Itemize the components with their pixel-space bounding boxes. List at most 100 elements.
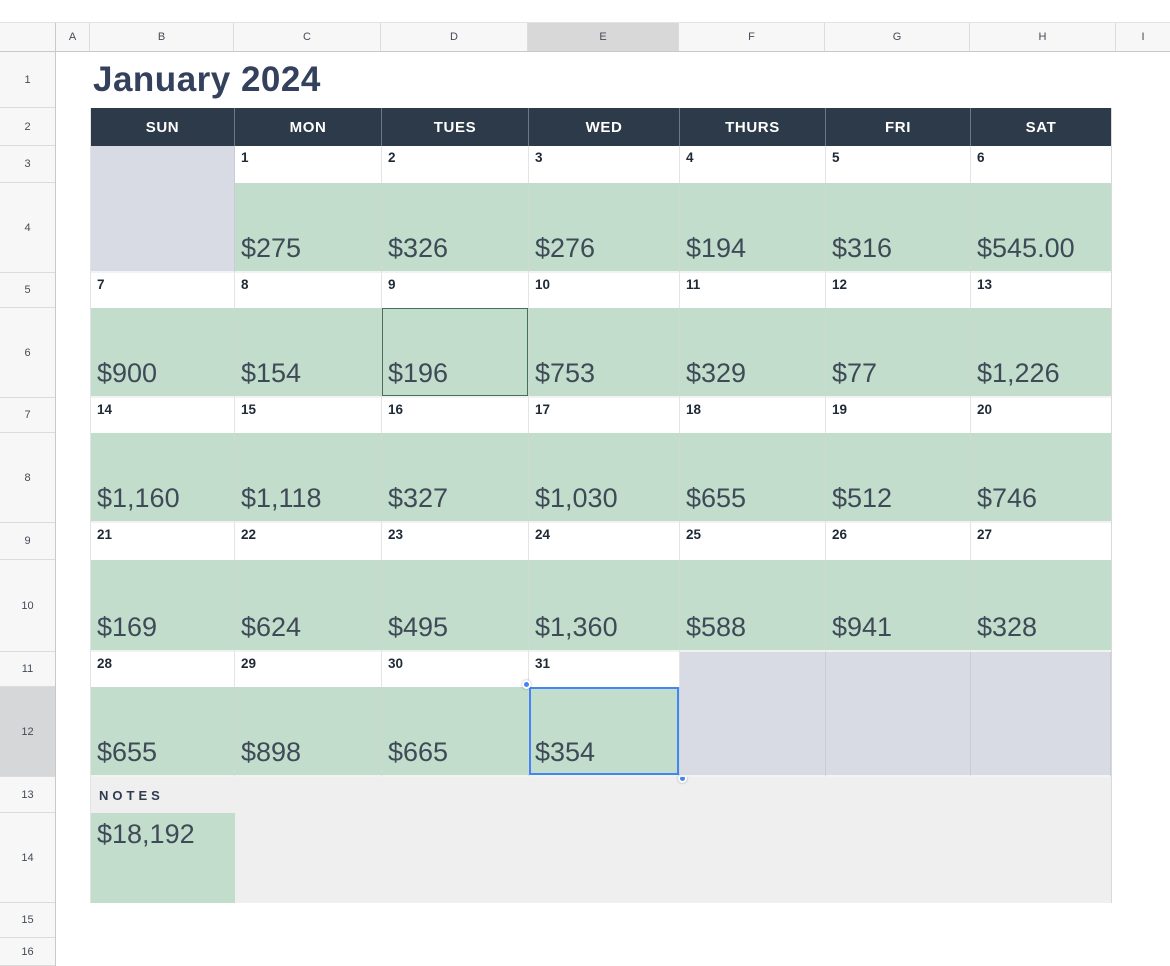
calendar-day-number[interactable]: 12 [826, 273, 971, 308]
row-header-6[interactable]: 6 [0, 308, 55, 398]
calendar-day-value[interactable]: $169 [91, 560, 235, 652]
row-header-12[interactable]: 12 [0, 687, 55, 777]
calendar-empty-cell[interactable] [91, 146, 235, 183]
calendar-empty-cell[interactable] [826, 652, 971, 687]
calendar-day-number[interactable]: 10 [529, 273, 680, 308]
calendar-day-number[interactable]: 21 [91, 523, 235, 560]
calendar-day-value[interactable]: $329 [680, 308, 826, 398]
calendar-day-value[interactable]: $1,160 [91, 433, 235, 523]
calendar-empty-cell[interactable] [826, 687, 971, 777]
calendar-day-number[interactable]: 15 [235, 398, 382, 433]
month-title[interactable]: January 2024 [93, 60, 321, 99]
calendar-day-value[interactable]: $327 [382, 433, 529, 523]
calendar-day-number[interactable]: 5 [826, 146, 971, 183]
column-header-I[interactable]: I [1141, 31, 1145, 43]
calendar-day-value[interactable]: $655 [91, 687, 235, 777]
notes-row[interactable]: NOTES [91, 777, 1111, 813]
row-header-11[interactable]: 11 [0, 652, 55, 687]
row-header-2[interactable]: 2 [0, 108, 55, 146]
column-header-E[interactable]: E [528, 23, 679, 51]
row-header-1[interactable]: 1 [0, 52, 55, 108]
row-header-16[interactable]: 16 [0, 938, 55, 966]
calendar-day-number[interactable]: 18 [680, 398, 826, 433]
calendar-day-value[interactable]: $624 [235, 560, 382, 652]
calendar-day-number[interactable]: 31 [529, 652, 680, 687]
calendar-day-number[interactable]: 24 [529, 523, 680, 560]
row-header-3[interactable]: 3 [0, 146, 55, 183]
column-header-F[interactable]: F [679, 23, 825, 51]
column-header-G[interactable]: G [825, 23, 970, 51]
calendar-day-value[interactable]: $655 [680, 433, 826, 523]
row-header-4[interactable]: 4 [0, 183, 55, 273]
calendar-day-value[interactable]: $275 [235, 183, 382, 273]
calendar-day-number[interactable]: 3 [529, 146, 680, 183]
row-header-5[interactable]: 5 [0, 273, 55, 308]
row-header-9[interactable]: 9 [0, 523, 55, 560]
calendar-empty-cell[interactable] [971, 687, 1111, 777]
calendar-day-number[interactable]: 8 [235, 273, 382, 308]
row-header-14[interactable]: 14 [0, 813, 55, 903]
calendar-day-number[interactable]: 1 [235, 146, 382, 183]
row-header-10[interactable]: 10 [0, 560, 55, 652]
calendar-day-value[interactable]: $1,030 [529, 433, 680, 523]
calendar-day-value[interactable]: $900 [91, 308, 235, 398]
select-all-corner[interactable] [0, 23, 56, 51]
calendar-day-value[interactable]: $77 [826, 308, 971, 398]
column-header-D[interactable]: D [381, 23, 528, 51]
calendar-day-value[interactable]: $898 [235, 687, 382, 777]
calendar-day-number[interactable]: 28 [91, 652, 235, 687]
calendar-day-value[interactable]: $545.00 [971, 183, 1111, 273]
calendar-day-number[interactable]: 17 [529, 398, 680, 433]
calendar-day-value[interactable]: $316 [826, 183, 971, 273]
calendar-day-number[interactable]: 30 [382, 652, 529, 687]
calendar-empty-cell[interactable] [971, 652, 1111, 687]
calendar-day-number[interactable]: 13 [971, 273, 1111, 308]
calendar-day-number[interactable]: 2 [382, 146, 529, 183]
calendar-day-number[interactable]: 11 [680, 273, 826, 308]
calendar-day-number[interactable]: 16 [382, 398, 529, 433]
calendar-day-number[interactable]: 7 [91, 273, 235, 308]
calendar-day-value[interactable]: $354 [522, 680, 687, 783]
selection-handle-top-left[interactable] [522, 680, 531, 689]
calendar-day-value[interactable]: $512 [826, 433, 971, 523]
calendar-empty-cell[interactable] [680, 687, 826, 777]
row-header-13[interactable]: 13 [0, 777, 55, 813]
monthly-total-cell[interactable]: $18,192 [91, 813, 235, 903]
calendar-day-number[interactable]: 19 [826, 398, 971, 433]
calendar-day-value[interactable]: $276 [529, 183, 680, 273]
calendar-day-number[interactable]: 27 [971, 523, 1111, 560]
calendar-day-number[interactable]: 25 [680, 523, 826, 560]
row-header-7[interactable]: 7 [0, 398, 55, 433]
calendar-day-value[interactable]: $1,226 [971, 308, 1111, 398]
calendar-day-value[interactable]: $328 [971, 560, 1111, 652]
calendar-day-value[interactable]: $194 [680, 183, 826, 273]
row-header-8[interactable]: 8 [0, 433, 55, 523]
calendar-empty-cell[interactable] [91, 183, 235, 273]
calendar-day-number[interactable]: 6 [971, 146, 1111, 183]
calendar-day-number[interactable]: 26 [826, 523, 971, 560]
calendar-day-number[interactable]: 20 [971, 398, 1111, 433]
calendar-day-number[interactable]: 23 [382, 523, 529, 560]
column-header-A[interactable]: A [56, 23, 90, 51]
calendar-day-value[interactable]: $941 [826, 560, 971, 652]
column-header-C[interactable]: C [234, 23, 381, 51]
calendar-day-value[interactable]: $326 [382, 183, 529, 273]
calendar-day-value[interactable]: $1,118 [235, 433, 382, 523]
calendar-empty-cell[interactable] [680, 652, 826, 687]
calendar-day-value[interactable]: $495 [382, 560, 529, 652]
calendar-day-value[interactable]: $154 [235, 308, 382, 398]
calendar-day-number[interactable]: 22 [235, 523, 382, 560]
calendar-day-value[interactable]: $196 [382, 308, 529, 398]
calendar-day-value[interactable]: $588 [680, 560, 826, 652]
calendar-day-value[interactable]: $1,360 [529, 560, 680, 652]
calendar-day-number[interactable]: 9 [382, 273, 529, 308]
calendar-day-value[interactable]: $665 [382, 687, 529, 777]
calendar-day-value[interactable]: $746 [971, 433, 1111, 523]
column-header-B[interactable]: B [90, 23, 234, 51]
calendar-day-number[interactable]: 14 [91, 398, 235, 433]
calendar-day-number[interactable]: 29 [235, 652, 382, 687]
column-header-H[interactable]: H [970, 23, 1116, 51]
calendar-day-number[interactable]: 4 [680, 146, 826, 183]
row-header-15[interactable]: 15 [0, 903, 55, 938]
calendar-day-value[interactable]: $753 [529, 308, 680, 398]
